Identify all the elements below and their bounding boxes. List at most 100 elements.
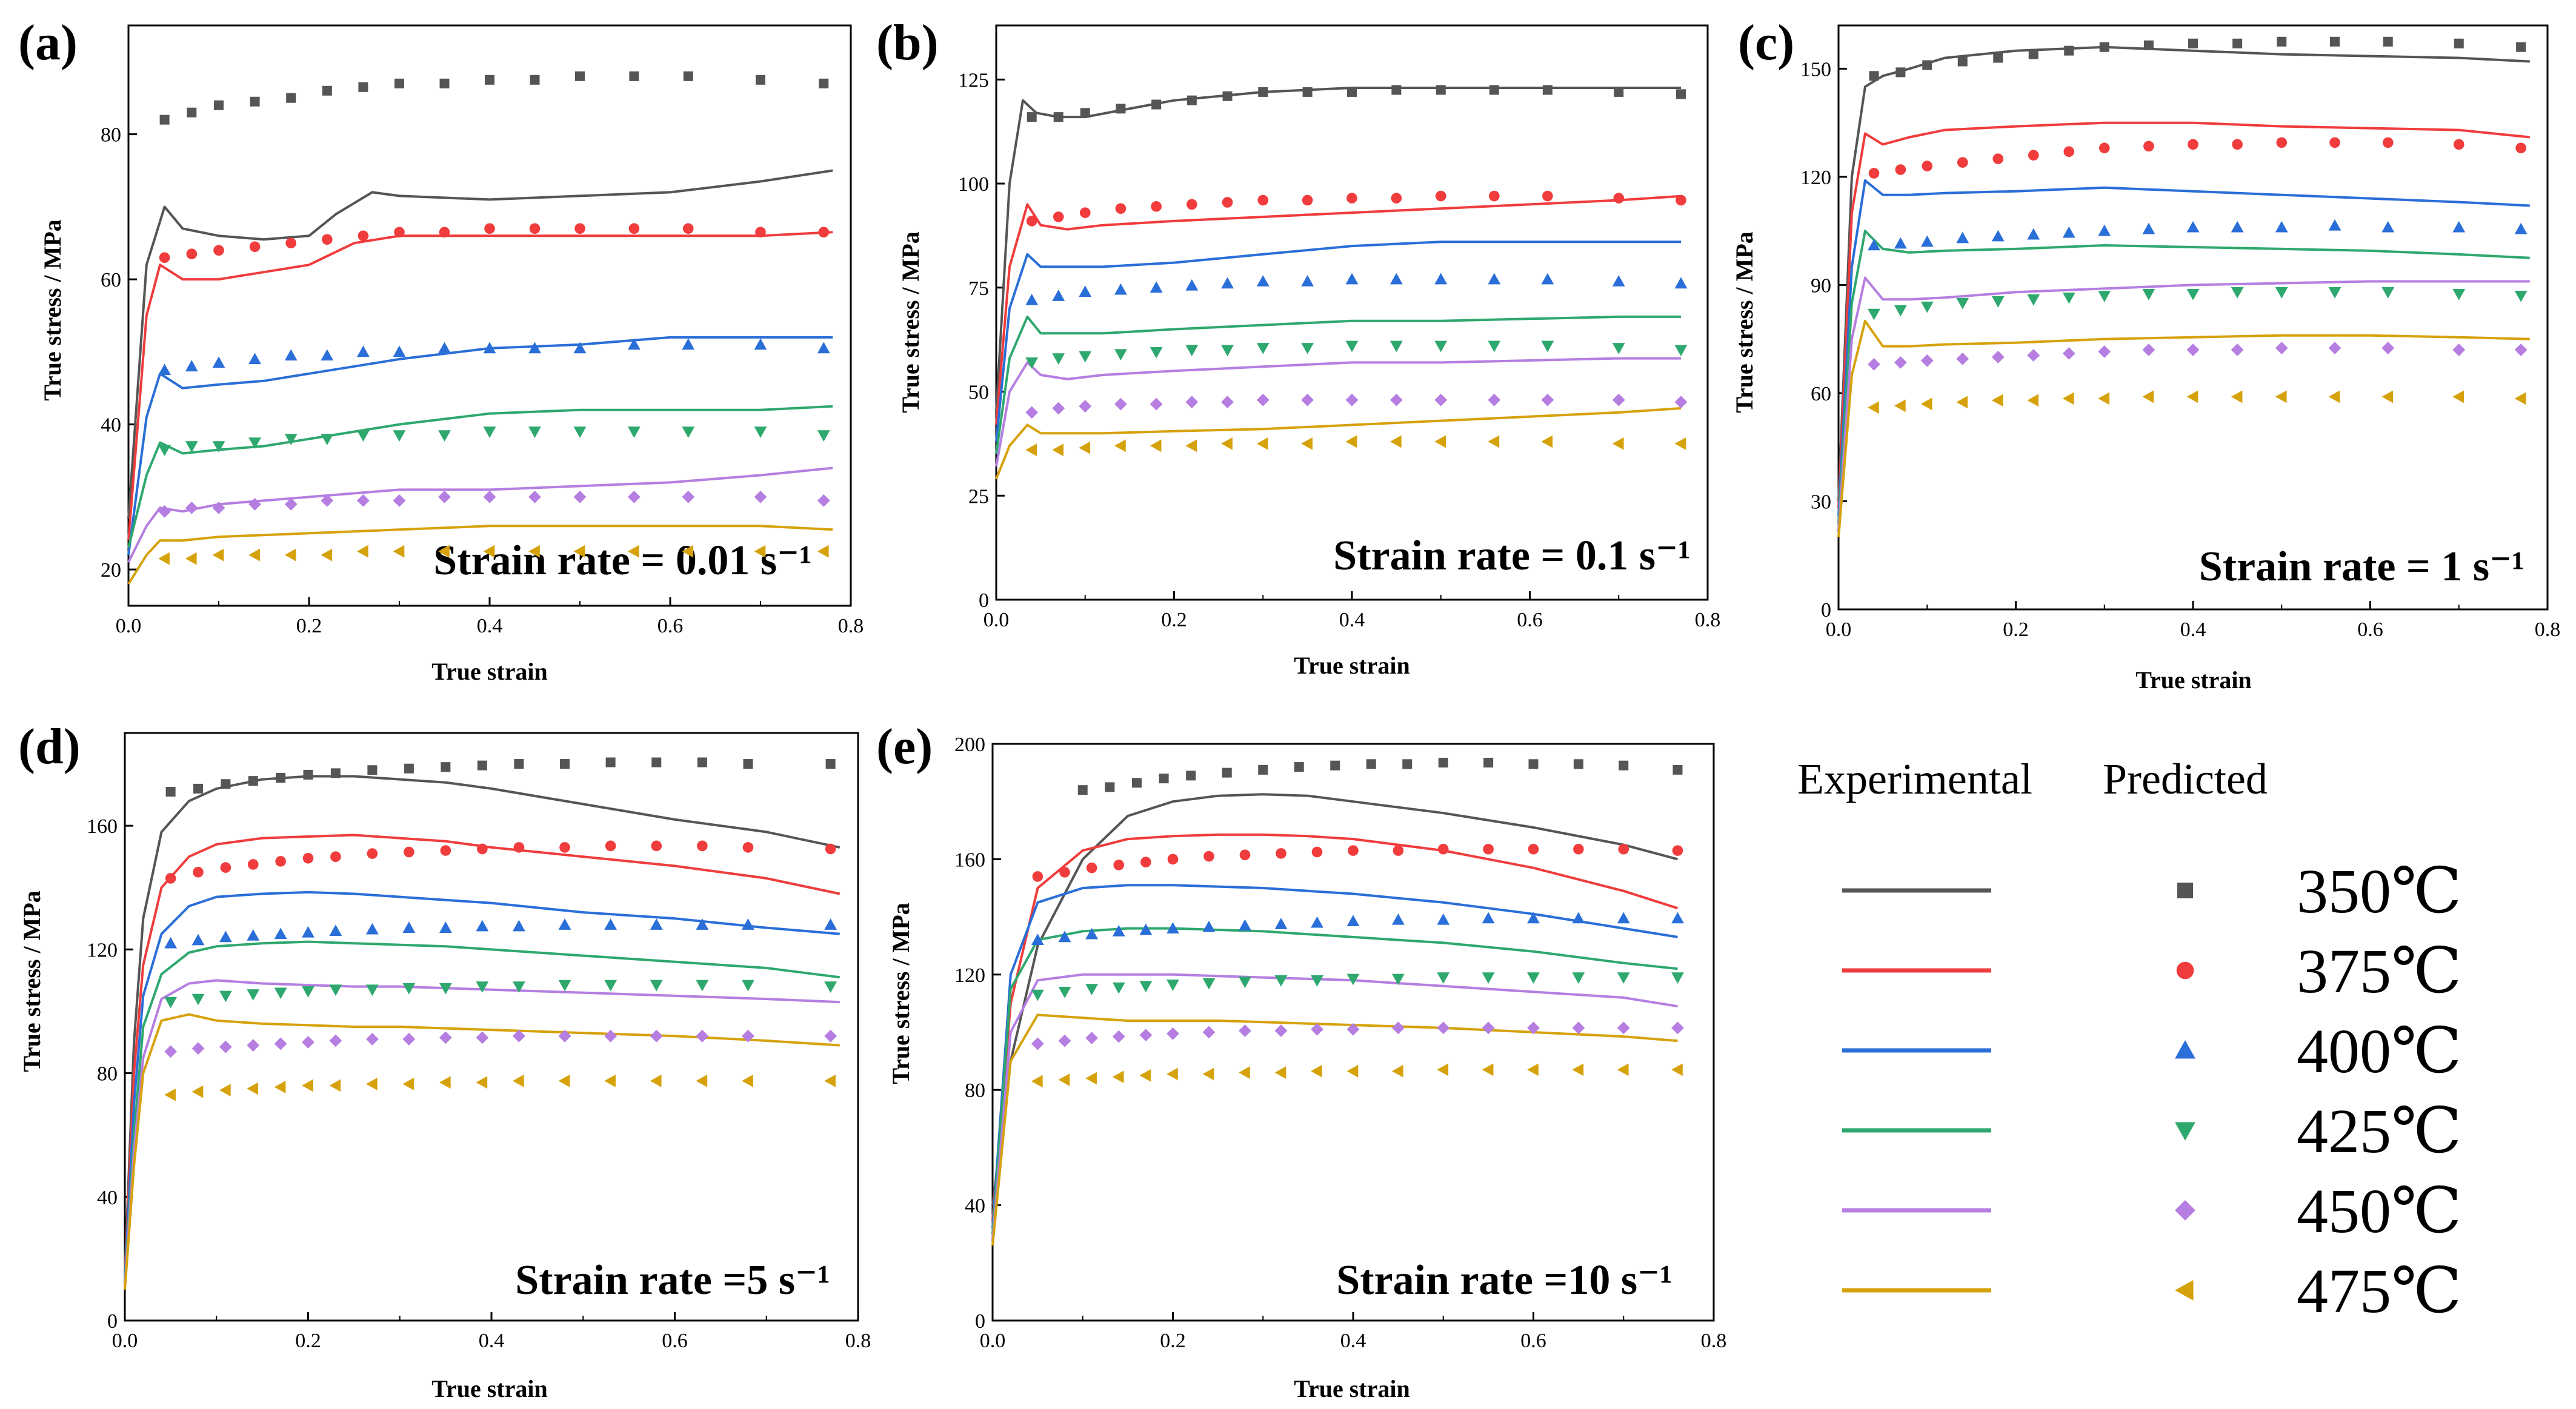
y-tick-label: 50 [968,382,989,404]
predicted-point [2231,287,2244,299]
y-tick-label: 0 [975,1310,985,1333]
predicted-point [187,107,197,118]
predicted-point [329,1079,341,1092]
predicted-series-450 [158,490,830,518]
x-tick-label: 0.2 [296,615,322,637]
predicted-point [628,338,641,350]
predicted-point [1053,211,1064,222]
predicted-point [530,75,540,85]
tick-layer-d: 0.0 0.2 0.4 0.6 0.8 0 40 80 120 160 [87,732,871,1352]
predicted-point [1221,437,1233,450]
predicted-point [1052,290,1065,301]
predicted-point [357,494,370,507]
predicted-point [484,223,495,234]
plot-area-e [991,757,1684,1246]
predicted-point [2027,394,2039,407]
predicted-point [1167,1027,1179,1040]
predicted-point [213,245,224,256]
predicted-point [1059,867,1070,878]
predicted-point [303,769,313,780]
plot-area-b [995,85,1688,480]
predicted-point [742,980,754,992]
predicted-point [2098,392,2110,405]
strain-rate-label-b: Strain rate = 0.1 s⁻¹ [1333,532,1691,579]
predicted-point [367,765,378,775]
predicted-point [1026,216,1037,227]
y-tick-label: 125 [958,69,989,91]
predicted-point [575,71,585,81]
y-tick-label: 0 [979,589,989,612]
predicted-point [404,763,414,774]
predicted-point [1991,394,2003,407]
predicted-point [604,980,617,992]
predicted-point [1671,1063,1683,1076]
predicted-point [573,545,585,558]
predicted-point [2329,137,2340,148]
predicted-point [1869,71,1879,81]
predicted-point [164,1045,178,1058]
predicted-point [1139,981,1153,993]
predicted-point [756,75,765,85]
predicted-point [329,1034,342,1047]
predicted-point [604,1029,617,1043]
predicted-point [2328,287,2341,299]
predicted-point [439,1031,452,1044]
predicted-point [682,426,695,438]
predicted-point [248,776,258,786]
predicted-point [2452,343,2466,356]
predicted-point [1488,273,1501,285]
predicted-point [742,1074,753,1087]
predicted-point [1346,193,1357,204]
predicted-point [628,426,641,438]
predicted-point [605,757,616,767]
x-tick-label: 0.4 [479,1330,505,1352]
predicted-point [1489,85,1499,95]
predicted-point [1612,343,1625,354]
experimental-line-475 [127,525,833,585]
predicted-point [1086,862,1097,874]
predicted-point [1957,157,1968,168]
predicted-point [247,1082,259,1095]
predicted-point [477,843,488,855]
predicted-point [2142,343,2155,356]
predicted-point [1085,1072,1097,1085]
predicted-point [1301,275,1314,287]
y-tick-label: 60 [1811,383,1831,405]
predicted-point [754,338,767,350]
predicted-point [754,490,767,503]
x-tick-label: 0.6 [1517,609,1543,631]
x-tick-label: 0.0 [983,609,1010,631]
predicted-point [1202,1067,1214,1081]
predicted-point [321,349,334,361]
x-axis-title-c: True strain [2135,666,2251,694]
predicted-point [1080,108,1090,118]
y-tick-label: 80 [965,1079,985,1102]
predicted-point [2231,390,2243,403]
predicted-point [682,545,694,558]
predicted-point [2142,390,2154,403]
predicted-point [1402,759,1413,769]
predicted-series-375 [1032,843,1683,882]
predicted-point [1868,239,1880,251]
x-tick-label: 0.4 [477,615,503,637]
predicted-point [1435,190,1446,202]
predicted-point [248,437,261,449]
predicted-point [1345,273,1359,285]
predicted-point [330,768,341,778]
x-tick-label: 0.8 [1701,1330,1727,1352]
predicted-point [1674,277,1688,289]
predicted-point [1114,439,1126,453]
experimental-line-475 [1837,320,2530,538]
predicted-point [1085,1032,1099,1044]
predicted-point [2514,343,2528,356]
predicted-point [1868,168,1880,179]
predicted-point [1079,207,1091,218]
predicted-point [2064,45,2074,56]
panel-label-d: (d) [18,718,81,775]
predicted-point [1390,273,1403,285]
predicted-point [1482,1063,1494,1076]
predicted-point [439,983,452,995]
y-axis-title-e: True stress / MPa [887,903,914,1084]
predicted-point [604,918,617,930]
predicted-point [2275,342,2288,354]
